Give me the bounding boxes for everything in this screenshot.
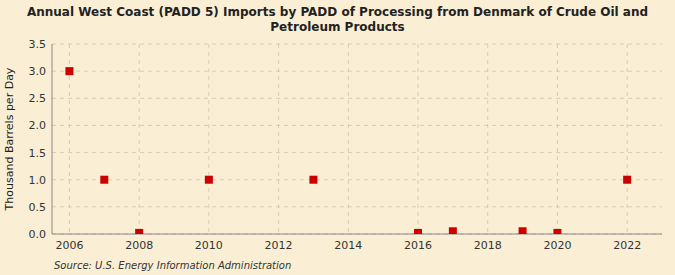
y-tick-label: 1.5 bbox=[29, 147, 47, 160]
x-tick-label: 2008 bbox=[125, 239, 153, 252]
chart-svg: Annual West Coast (PADD 5) Imports by PA… bbox=[0, 0, 675, 275]
x-axis-line bbox=[52, 234, 662, 235]
y-grid-line bbox=[52, 125, 662, 126]
x-tick-label: 2006 bbox=[55, 239, 83, 252]
point bbox=[65, 67, 73, 75]
y-grid-line bbox=[52, 98, 662, 99]
x-grid-line bbox=[627, 44, 628, 234]
y-grid-line bbox=[52, 179, 662, 180]
y-tick-label: 0.0 bbox=[29, 228, 47, 241]
point bbox=[519, 227, 527, 234]
x-tick-label: 2010 bbox=[195, 239, 223, 252]
y-tick-label: 3.0 bbox=[29, 65, 47, 78]
y-tick-label: 1.0 bbox=[29, 174, 47, 187]
x-grid-line bbox=[208, 44, 209, 234]
background bbox=[0, 0, 675, 275]
y-grid-line bbox=[52, 44, 662, 45]
point bbox=[553, 229, 561, 234]
x-tick-label: 2018 bbox=[474, 239, 502, 252]
y-grid-line bbox=[52, 234, 662, 235]
x-tick-label: 2012 bbox=[265, 239, 293, 252]
point bbox=[623, 176, 631, 184]
point bbox=[414, 229, 422, 234]
y-grid-line bbox=[52, 71, 662, 72]
title-line: Annual West Coast (PADD 5) Imports by PA… bbox=[27, 5, 648, 19]
x-grid-line bbox=[487, 44, 488, 234]
title: Annual West Coast (PADD 5) Imports by PA… bbox=[27, 5, 648, 34]
x-tick-label: 2020 bbox=[543, 239, 571, 252]
y-tick-label: 0.5 bbox=[29, 201, 47, 214]
y-axis-label: Thousand Barrels per Day bbox=[3, 67, 16, 211]
y-grid-line bbox=[52, 206, 662, 207]
x-grid-line bbox=[278, 44, 279, 234]
point bbox=[205, 176, 213, 184]
source-note: Source: U.S. Energy Information Administ… bbox=[54, 260, 291, 271]
point bbox=[135, 229, 143, 234]
x-tick-label: 2022 bbox=[613, 239, 641, 252]
grid bbox=[52, 44, 662, 234]
point bbox=[309, 176, 317, 184]
x-grid-line bbox=[418, 44, 419, 234]
x-tick-label: 2014 bbox=[334, 239, 362, 252]
y-axis-line bbox=[52, 44, 53, 234]
y-grid-line bbox=[52, 152, 662, 153]
x-grid-line bbox=[557, 44, 558, 234]
point bbox=[449, 227, 457, 234]
y-tick-label: 2.5 bbox=[29, 92, 47, 105]
y-tick-label: 2.0 bbox=[29, 119, 47, 132]
point bbox=[100, 176, 108, 184]
x-grid-line bbox=[139, 44, 140, 234]
x-grid-line bbox=[348, 44, 349, 234]
x-tick-label: 2016 bbox=[404, 239, 432, 252]
points bbox=[65, 67, 631, 234]
title-line: Petroleum Products bbox=[270, 20, 404, 34]
chart-container: Annual West Coast (PADD 5) Imports by PA… bbox=[0, 0, 675, 275]
y-tick-label: 3.5 bbox=[29, 38, 47, 51]
